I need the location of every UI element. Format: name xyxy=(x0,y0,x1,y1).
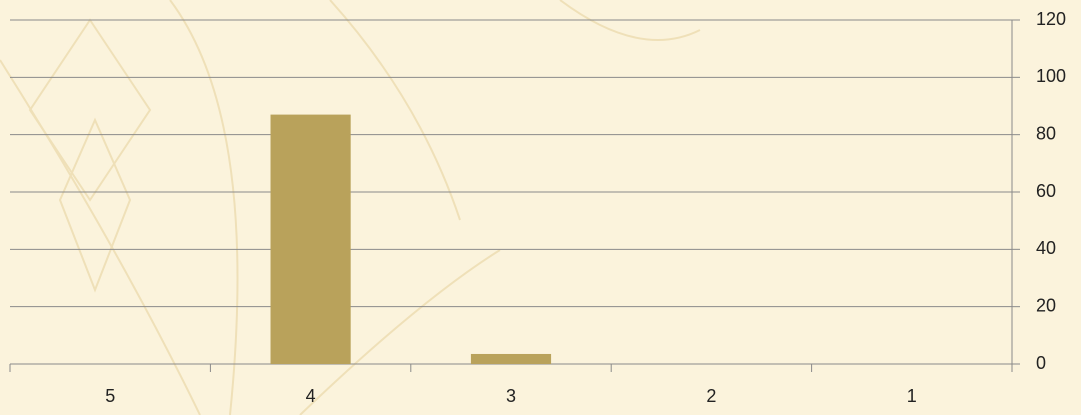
background-pattern xyxy=(0,0,701,415)
y-tick-label: 120 xyxy=(1036,9,1066,29)
y-tick-label: 40 xyxy=(1036,238,1056,258)
y-tick-label: 80 xyxy=(1036,123,1056,143)
bar xyxy=(470,353,552,364)
y-tick-label: 0 xyxy=(1036,353,1046,373)
x-tick-label: 1 xyxy=(907,386,917,406)
x-tick-label: 2 xyxy=(706,386,716,406)
y-tick-label: 100 xyxy=(1036,66,1066,86)
bar xyxy=(270,114,351,364)
x-tick-label: 5 xyxy=(105,386,115,406)
y-tick-label: 20 xyxy=(1036,295,1056,315)
y-tick-label: 60 xyxy=(1036,181,1056,201)
x-tick-label: 4 xyxy=(306,386,316,406)
x-tick-label: 3 xyxy=(506,386,516,406)
